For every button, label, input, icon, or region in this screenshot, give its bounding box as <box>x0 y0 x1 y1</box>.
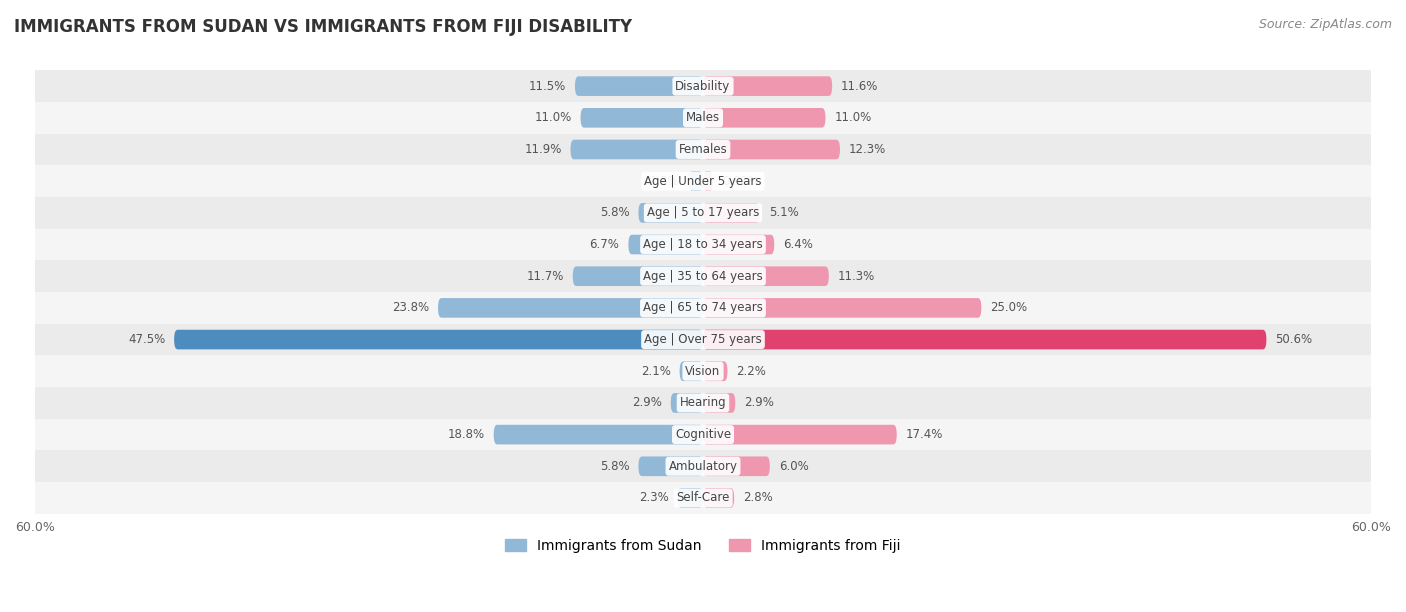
FancyBboxPatch shape <box>703 171 713 191</box>
Text: 23.8%: 23.8% <box>392 301 429 315</box>
Text: 25.0%: 25.0% <box>990 301 1028 315</box>
Text: 18.8%: 18.8% <box>447 428 485 441</box>
Text: Age | Over 75 years: Age | Over 75 years <box>644 333 762 346</box>
FancyBboxPatch shape <box>703 330 1267 349</box>
FancyBboxPatch shape <box>35 133 1371 165</box>
FancyBboxPatch shape <box>35 102 1371 133</box>
FancyBboxPatch shape <box>439 298 703 318</box>
FancyBboxPatch shape <box>571 140 703 159</box>
Text: Males: Males <box>686 111 720 124</box>
Text: 5.8%: 5.8% <box>600 206 630 219</box>
FancyBboxPatch shape <box>679 362 703 381</box>
Text: 11.6%: 11.6% <box>841 80 879 92</box>
Text: 11.0%: 11.0% <box>534 111 572 124</box>
Text: 2.3%: 2.3% <box>638 491 668 504</box>
Text: Age | 18 to 34 years: Age | 18 to 34 years <box>643 238 763 251</box>
FancyBboxPatch shape <box>494 425 703 444</box>
FancyBboxPatch shape <box>689 171 703 191</box>
FancyBboxPatch shape <box>174 330 703 349</box>
FancyBboxPatch shape <box>703 235 775 255</box>
Text: 11.5%: 11.5% <box>529 80 567 92</box>
Text: 11.9%: 11.9% <box>524 143 561 156</box>
Text: 5.1%: 5.1% <box>769 206 799 219</box>
Text: 11.3%: 11.3% <box>838 270 875 283</box>
FancyBboxPatch shape <box>35 450 1371 482</box>
FancyBboxPatch shape <box>703 76 832 96</box>
FancyBboxPatch shape <box>575 76 703 96</box>
FancyBboxPatch shape <box>35 229 1371 260</box>
Text: 50.6%: 50.6% <box>1275 333 1312 346</box>
Text: 2.1%: 2.1% <box>641 365 671 378</box>
FancyBboxPatch shape <box>35 292 1371 324</box>
Text: 12.3%: 12.3% <box>849 143 886 156</box>
Text: 17.4%: 17.4% <box>905 428 943 441</box>
Text: Ambulatory: Ambulatory <box>668 460 738 473</box>
Text: Age | 65 to 74 years: Age | 65 to 74 years <box>643 301 763 315</box>
FancyBboxPatch shape <box>703 425 897 444</box>
FancyBboxPatch shape <box>678 488 703 508</box>
Text: 1.3%: 1.3% <box>650 174 679 188</box>
Text: 0.92%: 0.92% <box>723 174 759 188</box>
FancyBboxPatch shape <box>703 298 981 318</box>
Text: Vision: Vision <box>685 365 721 378</box>
FancyBboxPatch shape <box>581 108 703 128</box>
FancyBboxPatch shape <box>35 260 1371 292</box>
FancyBboxPatch shape <box>35 387 1371 419</box>
Text: 2.2%: 2.2% <box>737 365 766 378</box>
Text: 11.0%: 11.0% <box>834 111 872 124</box>
FancyBboxPatch shape <box>35 165 1371 197</box>
Text: 6.4%: 6.4% <box>783 238 813 251</box>
FancyBboxPatch shape <box>703 108 825 128</box>
Text: 11.7%: 11.7% <box>526 270 564 283</box>
Text: 47.5%: 47.5% <box>128 333 166 346</box>
Text: Cognitive: Cognitive <box>675 428 731 441</box>
FancyBboxPatch shape <box>628 235 703 255</box>
Text: 2.8%: 2.8% <box>744 491 773 504</box>
FancyBboxPatch shape <box>35 70 1371 102</box>
FancyBboxPatch shape <box>703 203 759 223</box>
Text: Disability: Disability <box>675 80 731 92</box>
FancyBboxPatch shape <box>35 197 1371 229</box>
FancyBboxPatch shape <box>35 356 1371 387</box>
FancyBboxPatch shape <box>703 362 727 381</box>
FancyBboxPatch shape <box>671 393 703 412</box>
FancyBboxPatch shape <box>703 488 734 508</box>
Text: Age | 5 to 17 years: Age | 5 to 17 years <box>647 206 759 219</box>
FancyBboxPatch shape <box>572 266 703 286</box>
Legend: Immigrants from Sudan, Immigrants from Fiji: Immigrants from Sudan, Immigrants from F… <box>499 533 907 558</box>
Text: 2.9%: 2.9% <box>744 397 775 409</box>
Text: IMMIGRANTS FROM SUDAN VS IMMIGRANTS FROM FIJI DISABILITY: IMMIGRANTS FROM SUDAN VS IMMIGRANTS FROM… <box>14 18 633 36</box>
FancyBboxPatch shape <box>703 140 839 159</box>
Text: Hearing: Hearing <box>679 397 727 409</box>
FancyBboxPatch shape <box>35 419 1371 450</box>
Text: Age | 35 to 64 years: Age | 35 to 64 years <box>643 270 763 283</box>
FancyBboxPatch shape <box>638 203 703 223</box>
FancyBboxPatch shape <box>35 324 1371 356</box>
Text: Females: Females <box>679 143 727 156</box>
FancyBboxPatch shape <box>703 457 770 476</box>
Text: 6.7%: 6.7% <box>589 238 620 251</box>
Text: Self-Care: Self-Care <box>676 491 730 504</box>
FancyBboxPatch shape <box>638 457 703 476</box>
Text: Source: ZipAtlas.com: Source: ZipAtlas.com <box>1258 18 1392 31</box>
Text: 5.8%: 5.8% <box>600 460 630 473</box>
Text: Age | Under 5 years: Age | Under 5 years <box>644 174 762 188</box>
Text: 2.9%: 2.9% <box>631 397 662 409</box>
FancyBboxPatch shape <box>703 393 735 412</box>
FancyBboxPatch shape <box>703 266 828 286</box>
FancyBboxPatch shape <box>35 482 1371 514</box>
Text: 6.0%: 6.0% <box>779 460 808 473</box>
